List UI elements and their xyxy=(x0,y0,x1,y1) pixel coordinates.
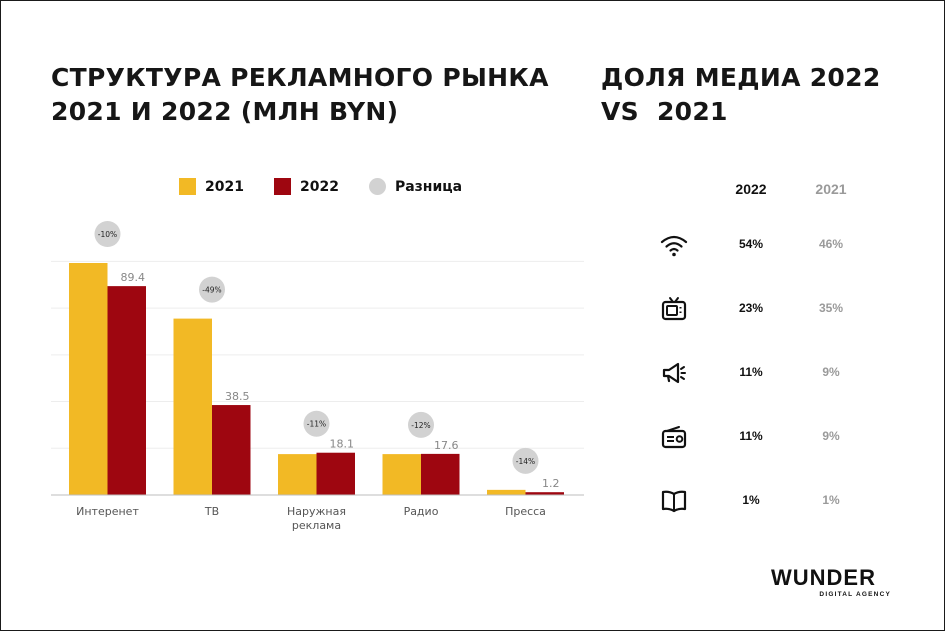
diff-label: -12% xyxy=(411,421,430,430)
media-share-title: ДОЛЯ МЕДИА 2022 VS 2021 xyxy=(601,61,921,129)
diff-bubble xyxy=(303,410,330,437)
legend-swatch-diff xyxy=(368,178,386,195)
diff-label: -14% xyxy=(516,457,535,466)
category-label: реклама xyxy=(292,519,341,532)
category-label: Радио xyxy=(404,505,439,518)
logo-wordmark: WUNDER xyxy=(771,565,876,590)
diff-bubble xyxy=(94,221,121,247)
bar-2022 xyxy=(107,286,146,495)
bar-2021 xyxy=(278,454,317,495)
diff-label: -11% xyxy=(307,420,326,429)
share-2021-internet: 46% xyxy=(818,237,844,251)
column-header-2022: 2022 xyxy=(735,181,767,197)
bar-2021 xyxy=(487,489,526,495)
media-row-press: 1% 1% xyxy=(641,481,881,521)
value-label-2022: 38.5 xyxy=(225,390,250,403)
media-row-tv: 23% 35% xyxy=(641,289,881,329)
radio-icon xyxy=(661,426,687,449)
media-share-title-line-1: ДОЛЯ МЕДИА 2022 xyxy=(601,63,881,92)
share-2022-radio: 11% xyxy=(739,429,763,443)
diff-bubble xyxy=(512,447,539,474)
share-2022-press: 1% xyxy=(742,493,760,507)
value-label-2022: 18.1 xyxy=(330,438,355,451)
media-row-radio: 11% 9% xyxy=(641,417,881,457)
diff-bubble xyxy=(408,411,434,438)
tv-icon xyxy=(661,297,687,321)
category-label: Интеренет xyxy=(76,505,139,518)
diff-bubble xyxy=(199,276,225,303)
category-label: Пресса xyxy=(505,505,546,518)
share-2021-radio: 9% xyxy=(822,429,840,443)
share-2022-outdoor: 11% xyxy=(739,365,763,379)
bar-2022 xyxy=(212,405,251,495)
diff-label: -10% xyxy=(98,230,117,239)
legend-item-diff: Разница xyxy=(368,178,463,195)
share-2021-outdoor: 9% xyxy=(822,365,840,379)
legend-label-diff: Разница xyxy=(394,178,463,195)
media-share-title-line-2: VS 2021 xyxy=(601,97,728,126)
legend-item-2022: 2022 xyxy=(273,178,339,195)
share-2022-tv: 23% xyxy=(738,301,764,315)
legend-label-2021: 2021 xyxy=(205,178,244,195)
legend-label-2022: 2022 xyxy=(299,178,339,195)
bar-2022 xyxy=(525,492,564,495)
category-label: Наружная xyxy=(287,505,346,518)
category-label: ТВ xyxy=(204,505,219,518)
diff-label: -49% xyxy=(202,286,221,295)
value-label-2022: 89.4 xyxy=(121,271,146,284)
share-2022-internet: 54% xyxy=(738,237,764,251)
wifi-icon xyxy=(660,235,688,257)
column-header-2021: 2021 xyxy=(815,181,847,197)
share-2021-tv: 35% xyxy=(818,301,844,315)
share-2021-press: 1% xyxy=(822,493,840,507)
chart-legend: 2021 2022 Разница xyxy=(179,178,492,195)
book-icon xyxy=(661,490,687,513)
bar-2021 xyxy=(69,263,108,495)
legend-swatch-2022 xyxy=(273,178,291,195)
megaphone-icon xyxy=(662,362,686,384)
chart-title-line-2: 2021 И 2022 (МЛН BYN) xyxy=(51,97,399,126)
legend-swatch-2021 xyxy=(179,178,196,195)
value-label-2022: 17.6 xyxy=(434,439,459,452)
legend-item-2021: 2021 xyxy=(179,178,244,195)
bar-2022 xyxy=(316,452,355,495)
bar-2022 xyxy=(421,453,460,495)
media-row-outdoor: 11% 9% xyxy=(641,353,881,393)
logo-subtitle: DIGITAL AGENCY xyxy=(819,591,891,598)
wunder-logo: WUNDER DIGITAL AGENCY xyxy=(771,565,901,599)
media-row-internet: 54% 46% xyxy=(641,225,881,265)
bar-2021 xyxy=(382,454,421,495)
value-label-2022: 1.2 xyxy=(542,477,560,490)
chart-title: СТРУКТУРА РЕКЛАМНОГО РЫНКА 2021 И 2022 (… xyxy=(51,61,571,129)
chart-title-line-1: СТРУКТУРА РЕКЛАМНОГО РЫНКА xyxy=(51,63,549,92)
bar-2021 xyxy=(173,318,212,495)
